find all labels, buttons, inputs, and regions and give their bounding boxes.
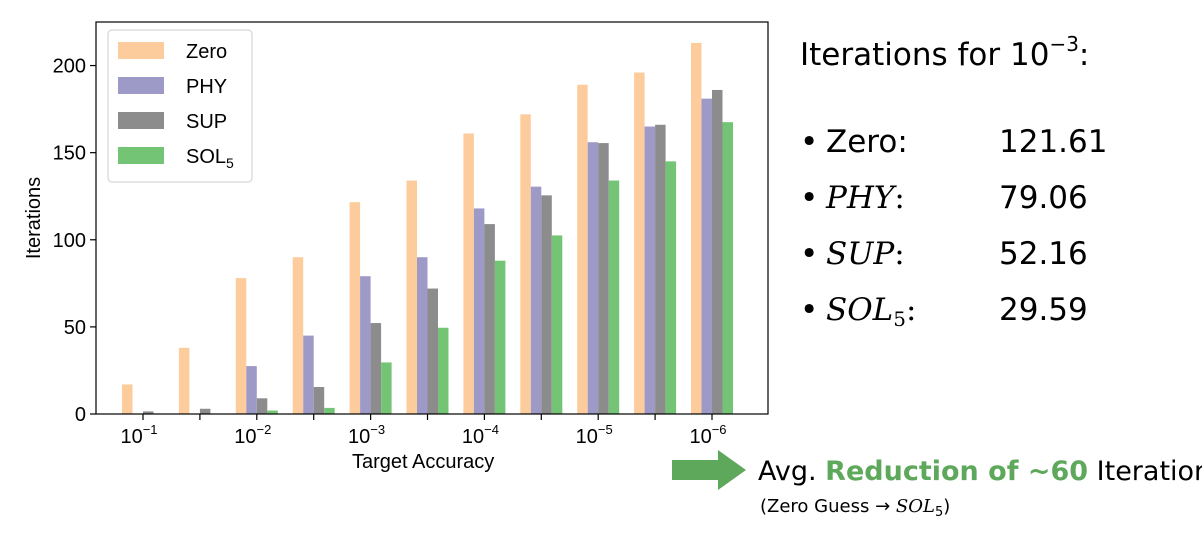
bar-sup bbox=[541, 195, 552, 414]
x-axis: 10−1 10−2 10−3 10−4 10−5 10−6 bbox=[120, 414, 727, 448]
callout-headline: Avg. Reduction of ~60 Iterations bbox=[758, 456, 1202, 487]
panel-title: Iterations for 10−3: bbox=[800, 32, 1089, 73]
note-suffix: ) bbox=[943, 496, 951, 517]
legend: Zero PHY SUP SOL5 bbox=[107, 29, 253, 183]
legend-swatch bbox=[118, 77, 164, 94]
bar-zero bbox=[634, 72, 645, 415]
bar-sol5 bbox=[381, 362, 392, 414]
legend-label: SOL5 bbox=[186, 146, 234, 171]
legend-swatch bbox=[118, 112, 164, 129]
bullet-glyph: • bbox=[800, 292, 819, 328]
bar-zero bbox=[406, 180, 417, 414]
y-axis: 0 50 100 150 200 bbox=[53, 56, 96, 426]
row-value: 79.06 bbox=[999, 180, 1088, 216]
row-name: Zero: bbox=[826, 124, 908, 160]
row-name: PHY: bbox=[826, 180, 905, 216]
note-prefix: (Zero Guess → bbox=[760, 496, 896, 517]
bar-sup bbox=[313, 387, 325, 414]
plot-frame bbox=[95, 21, 769, 415]
bar-sup bbox=[199, 408, 211, 414]
bullet-glyph: • bbox=[800, 180, 819, 216]
bar-phy bbox=[644, 126, 656, 414]
legend-swatch bbox=[118, 147, 164, 164]
x-tick-label: 10−2 bbox=[234, 422, 271, 448]
bar-phy bbox=[360, 276, 371, 414]
bar-phy bbox=[701, 98, 712, 414]
bar-sol5 bbox=[267, 410, 278, 414]
bar-zero bbox=[292, 257, 304, 414]
row-name-text: SOL bbox=[826, 292, 894, 328]
y-tick-label: 150 bbox=[53, 143, 86, 165]
row-value: 121.61 bbox=[999, 124, 1108, 160]
bar-zero bbox=[463, 133, 474, 414]
bar-phy bbox=[417, 257, 428, 414]
bar-sup bbox=[598, 143, 609, 414]
bar-sol5 bbox=[608, 180, 620, 414]
row-name-subscript: 5 bbox=[893, 307, 906, 331]
row-name: SOL5: bbox=[826, 292, 917, 331]
y-tick-label: 200 bbox=[53, 56, 86, 78]
right-arrow-icon bbox=[672, 450, 746, 490]
bar-zero bbox=[349, 202, 361, 414]
note-math: SOL bbox=[895, 496, 935, 517]
bar-sol5 bbox=[551, 235, 563, 414]
callout-suffix: Iterations bbox=[1096, 456, 1202, 487]
bar-sol5 bbox=[494, 260, 506, 414]
bar-sup bbox=[143, 411, 154, 414]
bar-sol5 bbox=[665, 161, 677, 414]
panel-title-base: 10 bbox=[1009, 37, 1050, 73]
bar-zero bbox=[122, 384, 133, 414]
row-name-text: PHY bbox=[826, 180, 895, 216]
bar-phy bbox=[587, 142, 599, 414]
x-tick-label: 10−6 bbox=[689, 422, 726, 448]
bar-phy bbox=[246, 366, 257, 414]
legend-label: SUP bbox=[186, 111, 227, 133]
callout-highlight: Reduction of ~60 bbox=[825, 456, 1089, 487]
bar-zero bbox=[178, 347, 190, 414]
row-name-text: SUP bbox=[826, 236, 895, 272]
bar-sup bbox=[370, 323, 382, 414]
row-value: 29.59 bbox=[999, 292, 1088, 328]
x-tick-label: 10−1 bbox=[120, 422, 157, 448]
callout-prefix: Avg. bbox=[758, 456, 826, 487]
row-name: SUP: bbox=[826, 236, 905, 272]
bar-sol5 bbox=[324, 407, 335, 414]
panel-title-prefix: Iterations for bbox=[800, 37, 1010, 73]
bar-phy bbox=[473, 208, 485, 414]
row-value: 52.16 bbox=[999, 236, 1088, 272]
bar-zero bbox=[235, 278, 247, 414]
x-axis-label: Target Accuracy bbox=[352, 451, 494, 473]
y-axis-label: Iterations bbox=[23, 177, 45, 259]
legend-box bbox=[107, 29, 253, 183]
bar-zero bbox=[691, 42, 702, 414]
bar-sol5 bbox=[438, 327, 449, 414]
x-tick-label: 10−4 bbox=[462, 422, 499, 448]
bar-sup bbox=[427, 288, 438, 414]
bar-sup bbox=[655, 124, 666, 414]
callout-note: (Zero Guess → SOL5) bbox=[760, 496, 950, 520]
y-tick-label: 0 bbox=[75, 404, 86, 426]
legend-swatch bbox=[118, 42, 164, 59]
bar-sup bbox=[484, 224, 495, 414]
bar-zero bbox=[520, 114, 531, 414]
bar-sol5 bbox=[722, 122, 733, 415]
y-tick-label: 100 bbox=[53, 230, 86, 252]
bar-chart: 0 50 100 150 200 10−1 10−2 10−3 10−4 10−5 10−6 Ta… bbox=[23, 21, 769, 473]
bullet-glyph: • bbox=[800, 124, 819, 160]
legend-label: Zero bbox=[186, 41, 227, 63]
bullet-glyph: • bbox=[800, 236, 819, 272]
x-tick-label: 10−5 bbox=[576, 422, 613, 448]
bar-phy bbox=[303, 335, 314, 414]
x-tick-label: 10−3 bbox=[348, 422, 385, 448]
bar-zero bbox=[577, 84, 588, 414]
panel-title-exponent: −3 bbox=[1049, 32, 1079, 56]
legend-label: PHY bbox=[186, 76, 227, 98]
y-tick-label: 50 bbox=[64, 317, 86, 339]
note-subscript: 5 bbox=[934, 505, 944, 520]
bars-layer bbox=[122, 42, 733, 415]
bar-sup bbox=[712, 89, 723, 414]
panel-title-suffix: : bbox=[1078, 37, 1090, 73]
bar-phy bbox=[530, 186, 542, 414]
bar-sup bbox=[256, 398, 268, 414]
